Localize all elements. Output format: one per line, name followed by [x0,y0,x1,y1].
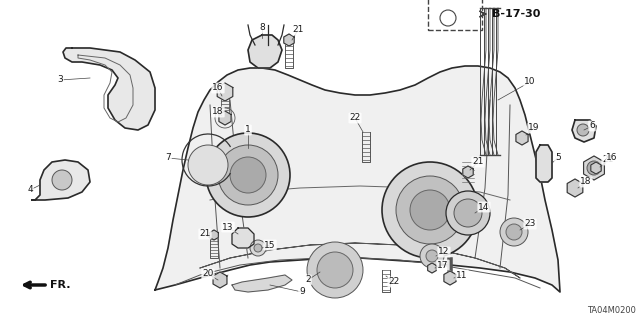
Polygon shape [567,179,583,197]
Text: 11: 11 [456,271,468,279]
Text: FR.: FR. [50,280,70,290]
Polygon shape [213,272,227,288]
Circle shape [218,145,278,205]
Circle shape [396,176,464,244]
Polygon shape [516,131,528,145]
Circle shape [188,145,228,185]
Text: 19: 19 [528,123,540,132]
Text: 16: 16 [212,84,224,93]
Text: 13: 13 [222,222,234,232]
Circle shape [307,242,363,298]
Text: 15: 15 [264,241,276,249]
Text: 16: 16 [606,153,618,162]
Circle shape [506,224,522,240]
Circle shape [410,190,450,230]
Text: 7: 7 [165,153,171,162]
Text: 2: 2 [305,276,311,285]
Text: 6: 6 [589,122,595,130]
Text: 18: 18 [212,108,224,116]
Polygon shape [248,35,282,68]
Text: 21: 21 [199,229,211,239]
Text: 4: 4 [27,186,33,195]
Text: B-17-30: B-17-30 [492,9,540,19]
Polygon shape [219,111,231,125]
Polygon shape [32,160,90,200]
Polygon shape [584,156,604,180]
Circle shape [446,191,490,235]
Circle shape [587,161,601,175]
Circle shape [454,199,482,227]
Circle shape [420,244,444,268]
Text: 22: 22 [349,114,360,122]
Circle shape [250,240,266,256]
Text: 21: 21 [472,158,484,167]
Circle shape [426,250,438,262]
Text: 8: 8 [259,24,265,33]
Circle shape [230,157,266,193]
Polygon shape [63,48,155,130]
Text: 20: 20 [202,270,214,278]
Text: 3: 3 [57,76,63,85]
Text: 18: 18 [580,177,592,187]
Text: 9: 9 [299,287,305,296]
Text: 5: 5 [555,153,561,162]
Circle shape [254,244,262,252]
Polygon shape [232,275,292,292]
Text: 17: 17 [437,261,449,270]
Text: TA04M0200: TA04M0200 [587,306,636,315]
Polygon shape [428,263,436,273]
Text: 10: 10 [524,78,536,86]
Polygon shape [155,66,560,292]
Text: 21: 21 [602,155,614,165]
Text: 1: 1 [245,125,251,135]
Polygon shape [591,162,601,174]
Text: 14: 14 [478,203,490,211]
Circle shape [52,170,72,190]
Polygon shape [217,83,233,101]
Text: 12: 12 [438,248,450,256]
Circle shape [206,133,290,217]
Circle shape [500,218,528,246]
Polygon shape [284,34,294,46]
Polygon shape [444,271,456,285]
Polygon shape [572,120,596,142]
Polygon shape [536,145,552,182]
Polygon shape [232,228,254,248]
Text: 21: 21 [292,26,304,34]
Circle shape [577,124,589,136]
Circle shape [382,162,478,258]
Text: 23: 23 [524,219,536,228]
Polygon shape [463,166,473,178]
Circle shape [317,252,353,288]
Polygon shape [210,230,218,240]
Text: 22: 22 [388,278,399,286]
